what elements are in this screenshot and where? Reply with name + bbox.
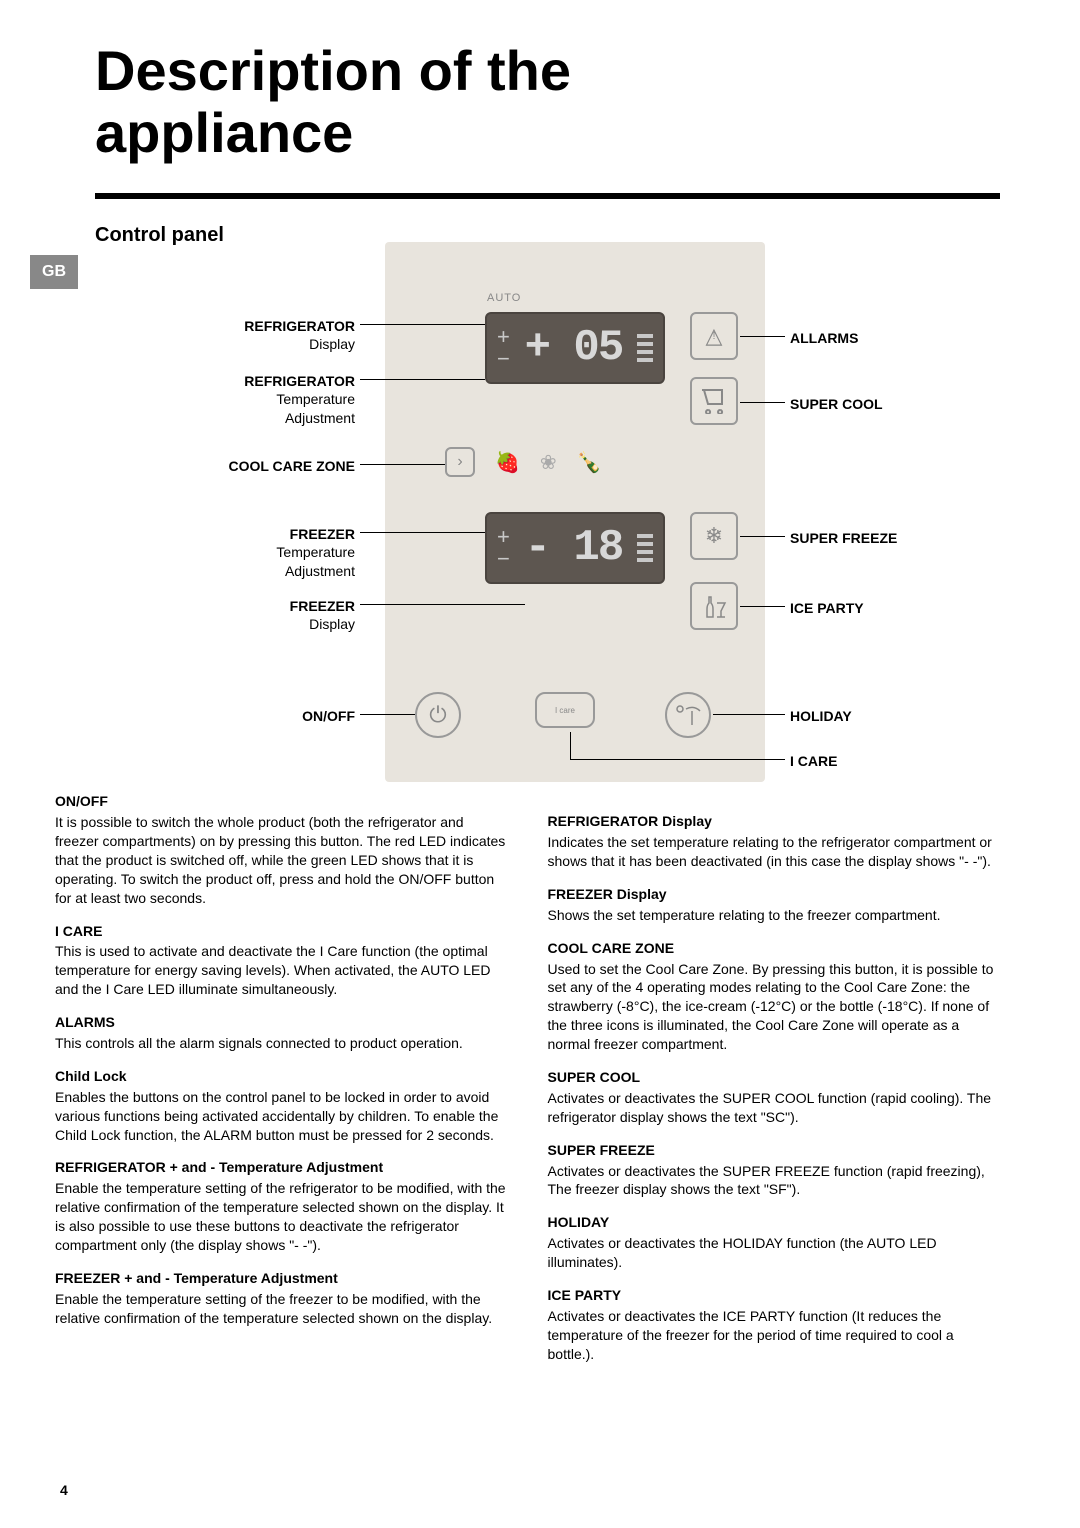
para-body: This is used to activate and deactivate … [55, 942, 508, 999]
callout-ice-party: ICE PARTY [790, 599, 864, 617]
para-head: ON/OFF [55, 792, 508, 811]
callout-refrigerator-display: REFRIGERATOR Display [155, 317, 355, 353]
cart-icon [700, 388, 728, 414]
callout-holiday: HOLIDAY [790, 707, 852, 725]
para-head: SUPER FREEZE [548, 1141, 1001, 1160]
super-cool-icon[interactable] [690, 377, 738, 425]
callout-freezer-temp: FREEZER TemperatureAdjustment [155, 525, 355, 580]
para-body: This controls all the alarm signals conn… [55, 1034, 508, 1053]
column-2: REFRIGERATOR Display Indicates the set t… [548, 792, 1001, 1363]
para-head: I CARE [55, 922, 508, 941]
callout-line [740, 336, 785, 337]
para-body: Activates or deactivates the ICE PARTY f… [548, 1307, 1001, 1364]
holiday-button[interactable] [665, 692, 711, 738]
cool-care-zone-button[interactable]: › [445, 447, 475, 477]
freezer-display: +− - 18 [485, 512, 665, 584]
callout-line [740, 536, 785, 537]
freezer-temp-value: - 18 [525, 523, 623, 573]
description-columns: ON/OFF It is possible to switch the whol… [55, 792, 1000, 1363]
para-head: REFRIGERATOR + and - Temperature Adjustm… [55, 1158, 508, 1177]
para-body: Enable the temperature setting of the re… [55, 1179, 508, 1255]
i-care-button[interactable]: I care [535, 692, 595, 728]
para-head: SUPER COOL [548, 1068, 1001, 1087]
title-line-2: appliance [95, 101, 353, 164]
para-body: Used to set the Cool Care Zone. By press… [548, 960, 1001, 1054]
holiday-icon [674, 703, 702, 727]
callout-line [360, 532, 485, 533]
callout-freezer-display: FREEZER Display [155, 597, 355, 633]
page-title: Description of the appliance [95, 40, 1000, 163]
page-number: 4 [60, 1482, 68, 1498]
refrigerator-temp-value: + 05 [525, 323, 623, 373]
callout-line [360, 604, 525, 605]
callout-refrigerator-temp: REFRIGERATOR TemperatureAdjustment [155, 372, 355, 427]
control-panel-diagram: AUTO +− + 05 +− - 18 › 🍓 ❀ 🍾 △! ❄ ⏻ I ca… [95, 262, 1000, 792]
refrigerator-level-bars [637, 334, 653, 362]
title-line-1: Description of the [95, 39, 571, 102]
para-body: Activates or deactivates the SUPER COOL … [548, 1089, 1001, 1127]
para-body: It is possible to switch the whole produ… [55, 813, 508, 907]
callout-super-cool: SUPER COOL [790, 395, 883, 413]
callout-line [570, 732, 571, 759]
para-body: Activates or deactivates the HOLIDAY fun… [548, 1234, 1001, 1272]
bottle-icon: 🍾 [577, 450, 602, 475]
callout-line [570, 759, 785, 760]
i-care-button-label: I care [555, 706, 575, 715]
callout-super-freeze: SUPER FREEZE [790, 529, 897, 547]
super-freeze-icon[interactable]: ❄ [690, 512, 738, 560]
para-body: Shows the set temperature relating to th… [548, 906, 1001, 925]
para-head: ICE PARTY [548, 1286, 1001, 1305]
para-head: ALARMS [55, 1013, 508, 1032]
callout-line [360, 379, 485, 380]
column-1: ON/OFF It is possible to switch the whol… [55, 792, 508, 1363]
alarm-icon[interactable]: △! [690, 312, 738, 360]
refrigerator-plus-minus[interactable]: +− [497, 326, 510, 370]
refrigerator-display: +− + 05 [485, 312, 665, 384]
freezer-level-bars [637, 534, 653, 562]
callout-line [360, 324, 485, 325]
para-head: HOLIDAY [548, 1213, 1001, 1232]
ice-cream-icon: ❀ [540, 450, 557, 475]
para-head: COOL CARE ZONE [548, 939, 1001, 958]
para-body: Enables the buttons on the control panel… [55, 1088, 508, 1145]
para-head: REFRIGERATOR Display [548, 812, 1001, 831]
callout-line [360, 714, 415, 715]
freezer-plus-minus[interactable]: +− [497, 526, 510, 570]
callout-on-off: ON/OFF [155, 707, 355, 725]
strawberry-icon: 🍓 [495, 450, 520, 475]
callout-alarms: ALLARMS [790, 329, 858, 347]
callout-cool-care-zone: COOL CARE ZONE [155, 457, 355, 475]
callout-line [360, 464, 445, 465]
on-off-button[interactable]: ⏻ [415, 692, 461, 738]
callout-line [740, 402, 785, 403]
auto-label: AUTO [487, 292, 521, 304]
para-head: FREEZER + and - Temperature Adjustment [55, 1269, 508, 1288]
para-body: Enable the temperature setting of the fr… [55, 1290, 508, 1328]
callout-line [713, 714, 785, 715]
ice-party-icon[interactable] [690, 582, 738, 630]
para-head: Child Lock [55, 1067, 508, 1086]
para-body: Indicates the set temperature relating t… [548, 833, 1001, 871]
cool-care-zone-row: › 🍓 ❀ 🍾 [445, 447, 602, 477]
callout-line [740, 606, 785, 607]
language-badge: GB [30, 255, 78, 289]
title-rule [95, 193, 1000, 199]
bottle-glass-icon [701, 593, 727, 619]
para-head: FREEZER Display [548, 885, 1001, 904]
callout-i-care: I CARE [790, 752, 837, 770]
para-body: Activates or deactivates the SUPER FREEZ… [548, 1162, 1001, 1200]
